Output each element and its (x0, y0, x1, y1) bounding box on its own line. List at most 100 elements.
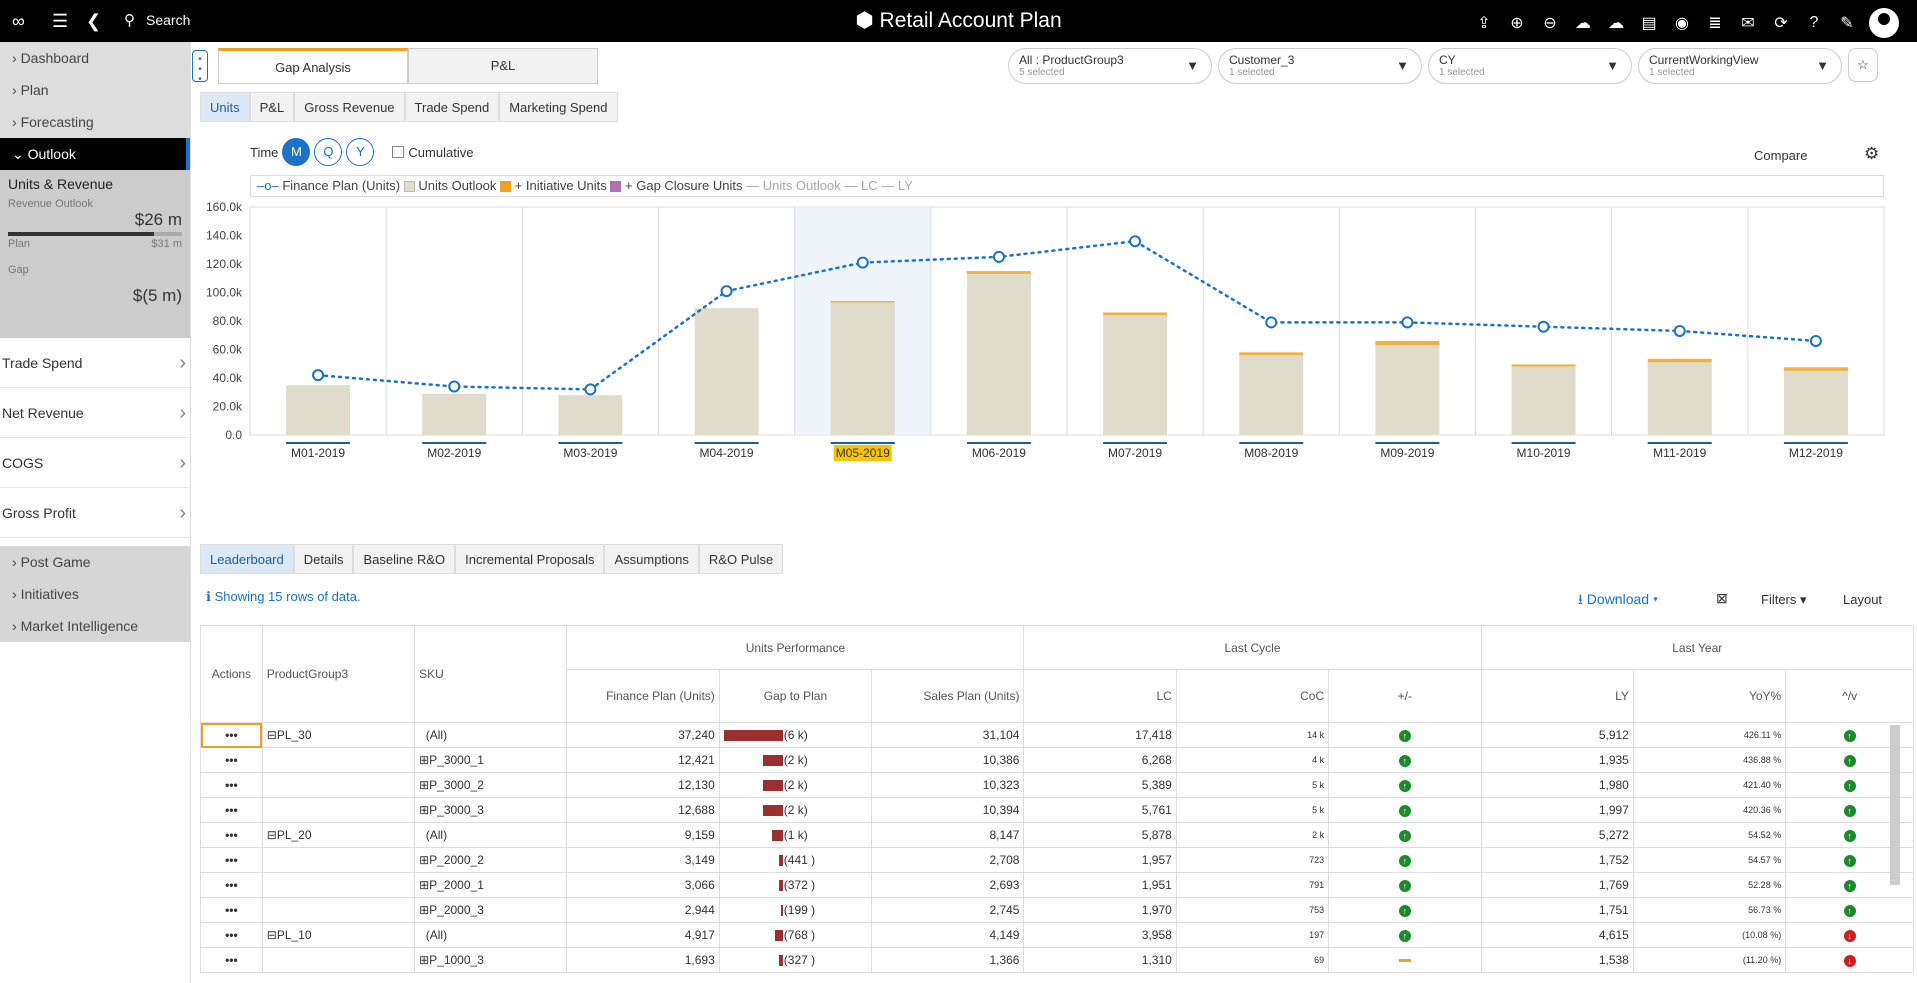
table-row[interactable]: ••• ⊞P_2000_3 2,944 (199 ) 2,745 1,970 753 ↑ 1,7… (200, 897, 1914, 923)
expand-icon[interactable]: ⊞ (419, 853, 430, 867)
cell-productgroup[interactable] (261, 872, 416, 898)
cloud-download-icon[interactable]: ☁ (1608, 15, 1624, 32)
cloud-upload-icon[interactable]: ☁ (1575, 15, 1591, 32)
cell-sku[interactable]: ⊞P_3000_2 (414, 772, 568, 798)
chat-icon[interactable]: ✉ (1741, 15, 1755, 32)
expand-icon[interactable]: ⊞ (419, 903, 430, 917)
avatar[interactable] (1869, 8, 1899, 38)
row-actions-button[interactable]: ••• (200, 947, 263, 973)
table-row[interactable]: ••• ⊞P_3000_3 12,688 (2 k) 10,394 5,761 5 k ↑ 1,… (200, 797, 1914, 823)
col-coc[interactable]: CoC (1175, 669, 1330, 723)
tab-baseline-ro[interactable]: Baseline R&O (353, 544, 456, 574)
row-actions-button[interactable]: ••• (200, 897, 263, 923)
edit-icon[interactable]: ✎ (1840, 15, 1854, 32)
table-row[interactable]: ••• ⊟PL_10 (All) 4,917 (768 ) 4,149 3,958 197 ↑… (200, 922, 1914, 948)
expand-icon[interactable]: ⊞ (419, 803, 430, 817)
tab-units[interactable]: Units (200, 92, 250, 122)
tab-assumptions[interactable]: Assumptions (604, 544, 699, 574)
col-productgroup3[interactable]: ProductGroup3 (261, 625, 416, 723)
table-row[interactable]: ••• ⊞P_2000_1 3,066 (372 ) 2,693 1,951 791 ↑ 1,7… (200, 872, 1914, 898)
sidebar-item-dashboard[interactable]: › Dashboard (0, 42, 190, 74)
tab-incremental-proposals[interactable]: Incremental Proposals (455, 544, 605, 574)
back-icon[interactable]: ❮ (86, 11, 102, 31)
cell-productgroup[interactable] (261, 797, 416, 823)
sidebar-item-cogs[interactable]: COGS (0, 438, 190, 488)
expand-icon[interactable]: ⊞ (419, 753, 430, 767)
row-actions-button[interactable]: ••• (200, 722, 263, 748)
share-icon[interactable]: ⇪ (1477, 15, 1491, 32)
table-scrollbar[interactable] (1890, 725, 1900, 885)
row-actions-button[interactable]: ••• (200, 822, 263, 848)
filter-productgroup3[interactable]: All : ProductGroup3 5 selected ▼ (1008, 48, 1212, 84)
cell-productgroup[interactable]: ⊟PL_30 (261, 722, 416, 748)
row-actions-button[interactable]: ••• (200, 747, 263, 773)
cell-sku[interactable]: (All) (414, 822, 568, 848)
time-quarter-button[interactable]: Q (314, 138, 343, 166)
expand-icon[interactable]: ⊞ (419, 878, 430, 892)
cell-sku[interactable]: (All) (414, 722, 568, 748)
sidebar-item-outlook[interactable]: ⌄ Outlook (0, 138, 190, 170)
tab-ro-pulse[interactable]: R&O Pulse (698, 544, 784, 574)
filters-dropdown[interactable]: Filters ▾ (1761, 592, 1807, 607)
cell-productgroup[interactable] (261, 772, 416, 798)
panel-toggle-icon[interactable]: • • • (192, 50, 208, 85)
table-row[interactable]: ••• ⊟PL_20 (All) 9,159 (1 k) 8,147 5,878 2 k ↑ 5… (200, 822, 1914, 848)
collapse-icon[interactable]: ⊟ (266, 828, 277, 842)
tab-marketing-spend[interactable]: Marketing Spend (499, 92, 618, 122)
tab-gross-revenue[interactable]: Gross Revenue (294, 92, 405, 122)
cell-productgroup[interactable] (261, 847, 416, 873)
add-icon[interactable]: ⊕ (1510, 15, 1524, 32)
collapse-icon[interactable]: ⊟ (266, 728, 277, 742)
expand-icon[interactable]: ⊞ (419, 778, 430, 792)
col-lc[interactable]: LC (1023, 669, 1177, 723)
hamburger-menu-icon[interactable]: ☰ (52, 11, 69, 31)
table-row[interactable]: ••• ⊞P_3000_1 12,421 (2 k) 10,386 6,268 4 k ↑ 1,… (200, 747, 1914, 773)
cell-sku[interactable]: ⊞P_2000_2 (414, 847, 568, 873)
list-icon[interactable]: ≣ (1708, 15, 1722, 32)
sidebar-item-net-revenue[interactable]: Net Revenue (0, 388, 190, 438)
cell-sku[interactable]: ⊞P_1000_3 (414, 947, 568, 973)
cell-productgroup[interactable] (261, 897, 416, 923)
row-actions-button[interactable]: ••• (200, 922, 263, 948)
cell-sku[interactable]: ⊞P_3000_3 (414, 797, 568, 823)
compare-button[interactable]: Compare (1754, 148, 1808, 163)
settings-gear-icon[interactable]: ⚙ (1864, 144, 1880, 163)
cell-sku[interactable]: ⊞P_3000_1 (414, 747, 568, 773)
target-icon[interactable]: ◉ (1675, 15, 1689, 32)
sidebar-item-gross-profit[interactable]: Gross Profit (0, 488, 190, 538)
col-yoy[interactable]: YoY% (1632, 669, 1787, 723)
row-actions-button[interactable]: ••• (200, 797, 263, 823)
col-sales-plan[interactable]: Sales Plan (Units) (871, 669, 1025, 723)
tab-leaderboard[interactable]: Leaderboard (200, 544, 294, 574)
units-revenue-card[interactable]: Units & Revenue Revenue Outlook $26 m Pl… (0, 170, 190, 338)
col-ly[interactable]: LY (1480, 669, 1634, 723)
cell-productgroup[interactable]: ⊟PL_20 (261, 822, 416, 848)
col-sku[interactable]: SKU (414, 625, 568, 723)
row-actions-button[interactable]: ••• (200, 847, 263, 873)
layout-button[interactable]: Layout (1843, 592, 1883, 607)
sidebar-item-market-intelligence[interactable]: › Market Intelligence (0, 610, 190, 642)
tab-pl-measure[interactable]: P&L (249, 92, 295, 122)
expand-icon[interactable]: ⊞ (419, 953, 430, 967)
favorite-star-icon[interactable]: ☆ (1848, 48, 1878, 82)
sidebar-item-post-game[interactable]: › Post Game (0, 546, 190, 578)
cell-sku[interactable]: (All) (414, 922, 568, 948)
logo-icon[interactable]: ∞ (12, 11, 25, 31)
filter-working-view[interactable]: CurrentWorkingView 1 selected ▼ (1638, 48, 1842, 84)
search-icon[interactable]: ⚲ (124, 12, 135, 29)
tab-details[interactable]: Details (293, 544, 354, 574)
sidebar-item-initiatives[interactable]: › Initiatives (0, 578, 190, 610)
col-gap-to-plan[interactable]: Gap to Plan (718, 669, 873, 723)
cell-productgroup[interactable]: ⊟PL_10 (261, 922, 416, 948)
filter-customer[interactable]: Customer_3 1 selected ▼ (1218, 48, 1422, 84)
time-month-button[interactable]: M (282, 138, 311, 166)
cell-productgroup[interactable] (261, 947, 416, 973)
help-icon[interactable]: ? (1809, 14, 1819, 31)
search-label[interactable]: Search (146, 12, 191, 28)
refresh-icon[interactable]: ⟳ (1774, 15, 1788, 32)
pdf-icon[interactable]: ▤ (1641, 15, 1657, 32)
sidebar-item-trade-spend[interactable]: Trade Spend (0, 338, 190, 388)
col-finance-plan[interactable]: Finance Plan (Units) (566, 669, 720, 723)
tab-gap-analysis[interactable]: Gap Analysis (218, 48, 408, 84)
remove-icon[interactable]: ⊖ (1543, 15, 1557, 32)
